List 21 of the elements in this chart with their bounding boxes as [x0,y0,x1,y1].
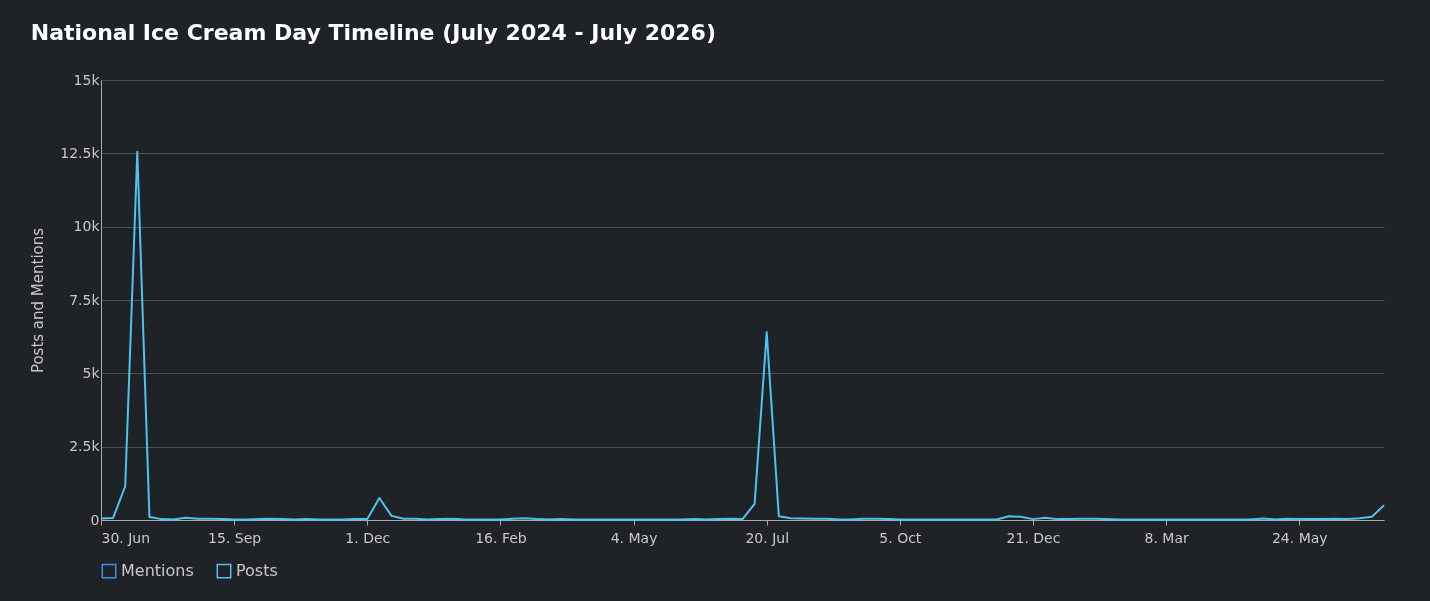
x-tick-label: 30. Jun [101,529,151,546]
x-tick-label: 15. Sep [208,529,262,546]
y-tick-label: 5k [82,364,101,381]
legend-label: Posts [236,561,278,581]
x-tick-label: 8. Mar [1144,529,1189,546]
x-tick-label: 20. Jul [745,529,790,546]
x-tick-label: 16. Feb [475,529,527,546]
y-tick-label: 10k [73,218,101,235]
y-tick-label: 2.5k [69,438,101,455]
y-tick-label: 7.5k [69,291,101,308]
x-tick-label: 1. Dec [345,529,391,546]
x-tick-label: 24. May [1271,529,1328,546]
x-tick-label: 5. Oct [879,529,922,546]
y-tick-label: 12.5k [60,144,101,161]
chart-title: National Ice Cream Day Timeline (July 2024 - July 2026) [30,20,716,45]
y-axis-title: Posts and Mentions [29,227,48,374]
x-tick-label: 4. May [610,529,658,546]
legend-label: Mentions [121,561,194,581]
y-tick-label: 0 [90,511,100,528]
x-tick-label: 21. Dec [1006,529,1061,546]
y-tick-label: 15k [73,71,101,88]
